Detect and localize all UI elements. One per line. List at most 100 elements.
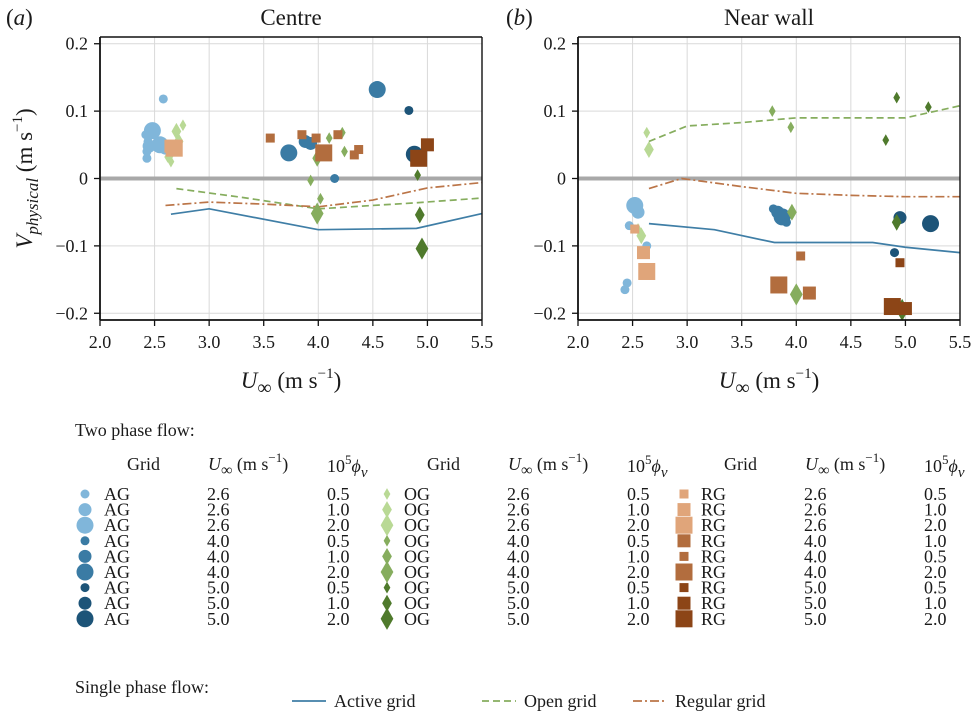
legend-grid-value: RG — [701, 531, 726, 551]
legend-grid-value: RG — [701, 609, 726, 629]
legend-group-og: Grid U∞ (m s−1) 105ϕv OG 2.6 0.5 OG 2.6 1.0 OG 2.6… — [380, 450, 668, 630]
x-axis-label: U∞ (m s−1) — [719, 366, 820, 399]
legend-velocity-value: 5.0 — [207, 609, 230, 629]
legend-marker-og — [382, 594, 392, 612]
legend-marker-ag — [80, 583, 90, 593]
legend-velocity-value: 5.0 — [207, 578, 230, 598]
legend-row: OG 5.0 1.0 — [382, 593, 650, 613]
legend-velocity-value: 2.6 — [804, 484, 827, 504]
x-tick-label: 2.0 — [567, 332, 590, 352]
legend-grid-value: RG — [701, 484, 726, 504]
legend-velocity-value: 5.0 — [804, 578, 827, 598]
legend-velocity-value: 5.0 — [804, 593, 827, 613]
legend-concentration-value: 0.5 — [327, 578, 350, 598]
x-tick-label: 4.0 — [785, 332, 808, 352]
data-point-og — [787, 203, 797, 221]
data-point-ag — [404, 105, 414, 115]
x-tick-label: 3.5 — [252, 332, 275, 352]
legend-grid-value: OG — [404, 515, 430, 535]
legend-row: RG 4.0 1.0 — [677, 531, 947, 551]
legend-col-velocity: U∞ (m s−1) — [805, 450, 885, 479]
data-point-rg — [796, 251, 806, 261]
legend-grid-value: AG — [104, 578, 130, 598]
legend-grid-value: RG — [701, 593, 726, 613]
legend-grid-value: RG — [701, 515, 726, 535]
legend-row: OG 2.6 1.0 — [382, 500, 650, 520]
legend-concentration-value: 0.5 — [924, 578, 947, 598]
legend-row: OG 5.0 0.5 — [383, 578, 650, 598]
legend-velocity-value: 2.6 — [507, 515, 530, 535]
x-tick-label: 3.0 — [676, 332, 699, 352]
data-point-rg — [630, 224, 640, 234]
data-point-rg — [349, 150, 359, 160]
legend-velocity-value: 5.0 — [507, 593, 530, 613]
legend-row: AG 5.0 0.5 — [80, 578, 350, 598]
legend-row: AG 5.0 2.0 — [76, 609, 350, 629]
data-point-og — [643, 126, 651, 139]
legend-grid-value: AG — [104, 562, 130, 582]
legend-marker-og — [380, 607, 394, 630]
legend-single-heading: Single phase flow: — [75, 677, 209, 697]
legend-velocity-value: 4.0 — [507, 562, 530, 582]
legend-concentration-value: 2.0 — [924, 515, 947, 535]
legend-velocity-value: 5.0 — [507, 609, 530, 629]
series-line-active — [170, 207, 483, 231]
legend-row: RG 5.0 2.0 — [675, 609, 947, 629]
data-point-og — [882, 134, 890, 146]
legend-concentration-value: 2.0 — [327, 515, 350, 535]
legend-grid-value: OG — [404, 484, 430, 504]
data-point-og — [768, 105, 776, 117]
legend-velocity-value: 4.0 — [804, 562, 827, 582]
data-point-rg — [354, 145, 364, 155]
legend-label-active: Active grid — [334, 691, 415, 711]
panel-label: (b) — [506, 5, 533, 30]
legend-grid-value: AG — [104, 515, 130, 535]
data-point-og — [167, 155, 175, 168]
series-line-active — [648, 222, 961, 254]
legend-col-velocity: U∞ (m s−1) — [508, 450, 588, 479]
legend-row: RG 4.0 2.0 — [675, 562, 947, 582]
legend-single-phase: Single phase flow: Active grid Open grid Re… — [75, 677, 765, 711]
legend-two-phase: Two phase flow: Grid U∞ (m s−1) 105ϕv AG 2.6 0… — [75, 420, 965, 630]
legend-row: AG 2.6 2.0 — [76, 515, 350, 535]
data-point-og — [179, 119, 187, 132]
legend-col-concentration: 105ϕv — [627, 452, 668, 481]
data-point-og — [415, 237, 429, 260]
legend-row: OG 4.0 0.5 — [383, 531, 650, 551]
legend-marker-rg — [679, 583, 689, 593]
data-point-rg — [802, 286, 816, 300]
legend-velocity-value: 2.6 — [804, 500, 827, 520]
data-point-rg — [311, 133, 321, 143]
legend-row: RG 5.0 0.5 — [679, 578, 947, 598]
legend-row: RG 2.6 2.0 — [675, 515, 947, 535]
legend-grid-value: OG — [404, 609, 430, 629]
legend-grid-value: RG — [701, 578, 726, 598]
legend-col-concentration: 105ϕv — [924, 452, 965, 481]
legend-grid-value: OG — [404, 578, 430, 598]
series-line-regular — [165, 181, 483, 208]
legend-concentration-value: 2.0 — [627, 609, 650, 629]
legend-group-ag: Grid U∞ (m s−1) 105ϕv AG 2.6 0.5 AG 2.6 1.0 AG 2.6… — [76, 450, 368, 629]
legend-marker-rg — [679, 489, 689, 499]
data-point-og — [893, 91, 901, 104]
legend-grid-value: OG — [404, 562, 430, 582]
legend-marker-og — [382, 547, 392, 565]
data-point-rg — [638, 262, 656, 280]
legend-velocity-value: 4.0 — [804, 531, 827, 551]
y-tick-label: −0.2 — [55, 303, 88, 323]
legend-velocity-value: 4.0 — [507, 531, 530, 551]
legend-marker-rg — [675, 563, 693, 581]
legend-velocity-value: 5.0 — [207, 593, 230, 613]
chart-panel-near-wall: 2.0 2.5 3.0 3.5 4.0 4.5 5.0 5.5 −0.2 −0.1 0 0.1 0.2 (… — [506, 5, 971, 399]
data-point-og — [787, 121, 795, 134]
legend-concentration-value: 2.0 — [627, 515, 650, 535]
y-tick-label: 0 — [557, 169, 566, 189]
legend-grid-value: AG — [104, 593, 130, 613]
x-tick-label: 4.5 — [362, 332, 385, 352]
data-point-rg — [898, 302, 912, 316]
data-point-ag — [368, 81, 386, 99]
legend-concentration-value: 0.5 — [327, 484, 350, 504]
legend-marker-ag — [76, 563, 94, 581]
x-tick-label: 3.5 — [730, 332, 753, 352]
data-point-og — [644, 141, 654, 158]
